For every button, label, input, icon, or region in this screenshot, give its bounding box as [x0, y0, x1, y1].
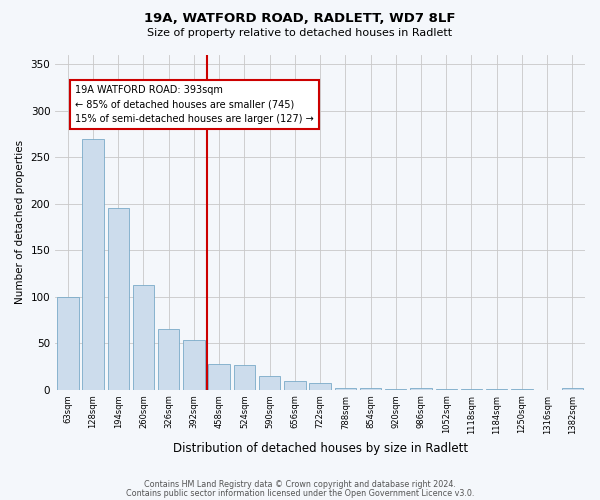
Y-axis label: Number of detached properties: Number of detached properties [15, 140, 25, 304]
Bar [511, 389, 533, 390]
Text: 19A WATFORD ROAD: 393sqm
← 85% of detached houses are smaller (745)
15% of semi-: 19A WATFORD ROAD: 393sqm ← 85% of detach… [76, 84, 314, 124]
Bar [436, 389, 457, 390]
Bar [133, 284, 154, 390]
Bar [284, 382, 305, 390]
Text: Size of property relative to detached houses in Radlett: Size of property relative to detached ho… [148, 28, 452, 38]
Bar [335, 388, 356, 390]
X-axis label: Distribution of detached houses by size in Radlett: Distribution of detached houses by size … [173, 442, 467, 455]
Bar [57, 296, 79, 390]
Bar [259, 376, 280, 390]
Bar [461, 389, 482, 390]
Bar [486, 389, 508, 390]
Bar [82, 138, 104, 390]
Bar [183, 340, 205, 390]
Bar [233, 364, 255, 390]
Bar [410, 388, 432, 390]
Bar [385, 389, 406, 390]
Bar [158, 330, 179, 390]
Bar [562, 388, 583, 390]
Bar [310, 383, 331, 390]
Bar [360, 388, 381, 390]
Bar [208, 364, 230, 390]
Bar [107, 208, 129, 390]
Text: 19A, WATFORD ROAD, RADLETT, WD7 8LF: 19A, WATFORD ROAD, RADLETT, WD7 8LF [144, 12, 456, 26]
Text: Contains HM Land Registry data © Crown copyright and database right 2024.: Contains HM Land Registry data © Crown c… [144, 480, 456, 489]
Text: Contains public sector information licensed under the Open Government Licence v3: Contains public sector information licen… [126, 488, 474, 498]
